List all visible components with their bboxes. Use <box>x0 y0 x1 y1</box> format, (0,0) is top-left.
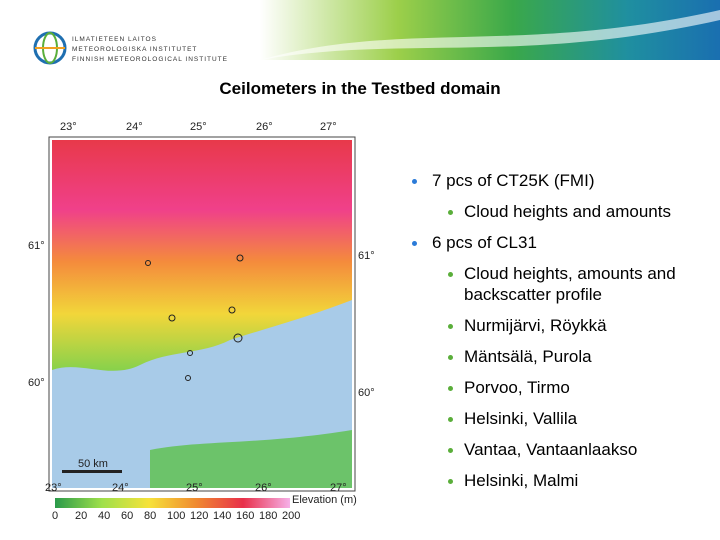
bullet <box>448 272 453 277</box>
sites <box>145 254 244 381</box>
bullet <box>412 179 417 184</box>
legend-tick: 0 <box>52 510 59 522</box>
sub-bullet-text: Nurmijärvi, Röykkä <box>464 316 607 335</box>
lat-label: 60° <box>28 377 45 389</box>
lat-label: 61° <box>28 240 45 252</box>
bullet <box>448 324 453 329</box>
logo-text: ILMATIETEEN LAITOS METEOROLOGISKA INSTITU… <box>72 36 228 66</box>
legend-title: Elevation (m) <box>292 494 357 506</box>
elevation-legend <box>55 498 290 508</box>
title: Ceilometers in the Testbed domain <box>219 79 501 98</box>
bullet <box>448 417 453 422</box>
legend-tick: 120 <box>190 510 209 522</box>
legend-tick: 200 <box>282 510 301 522</box>
scale-label: 50 km <box>78 458 108 470</box>
lon-label: 27° <box>330 482 347 494</box>
lon-label: 23° <box>60 121 77 133</box>
legend-tick: 180 <box>259 510 278 522</box>
lon-label: 24° <box>126 121 143 133</box>
sub-bullet-text: Mäntsälä, Purola <box>464 347 592 366</box>
sub-bullet-text: Helsinki, Malmi <box>464 471 579 490</box>
lon-label: 24° <box>112 482 129 494</box>
lon-label: 26° <box>256 121 273 133</box>
legend-tick: 20 <box>75 510 88 522</box>
lon-label: 25° <box>186 482 203 494</box>
map-estonia <box>150 430 352 488</box>
lat-label: 60° <box>358 387 375 399</box>
legend-tick: 40 <box>98 510 111 522</box>
bullet-text: 6 pcs of CL31 <box>432 233 537 252</box>
sub-bullet-text: Porvoo, Tirmo <box>464 378 570 397</box>
sub-bullet-text: Vantaa, Vantaanlaakso <box>464 440 638 459</box>
bullet <box>448 448 453 453</box>
legend-tick: 100 <box>167 510 186 522</box>
sub-bullet-text: Cloud heights, amounts and backscatter p… <box>464 264 676 304</box>
sub-bullet-text: Helsinki, Vallila <box>464 409 578 428</box>
legend-tick: 80 <box>144 510 157 522</box>
lon-label: 27° <box>320 121 337 133</box>
lon-label: 23° <box>45 482 62 494</box>
lat-label: 61° <box>358 250 375 262</box>
logo-line: METEOROLOGISKA INSTITUTET <box>72 46 198 53</box>
bullet <box>448 210 453 215</box>
legend-tick: 140 <box>213 510 232 522</box>
logo-line: ILMATIETEEN LAITOS <box>72 36 157 43</box>
bullet <box>448 479 453 484</box>
sub-bullet-text: Cloud heights and amounts <box>464 202 671 221</box>
legend-tick: 160 <box>236 510 255 522</box>
scale-bar <box>62 470 122 473</box>
bullet <box>412 241 417 246</box>
bullet-text: 7 pcs of CT25K (FMI) <box>432 171 595 190</box>
lon-label: 26° <box>255 482 272 494</box>
lon-label: 25° <box>190 121 207 133</box>
legend-tick: 60 <box>121 510 134 522</box>
logo-line: FINNISH METEOROLOGICAL INSTITUTE <box>72 56 228 63</box>
header-wave <box>260 10 720 60</box>
bullet <box>448 355 453 360</box>
bullet <box>448 386 453 391</box>
